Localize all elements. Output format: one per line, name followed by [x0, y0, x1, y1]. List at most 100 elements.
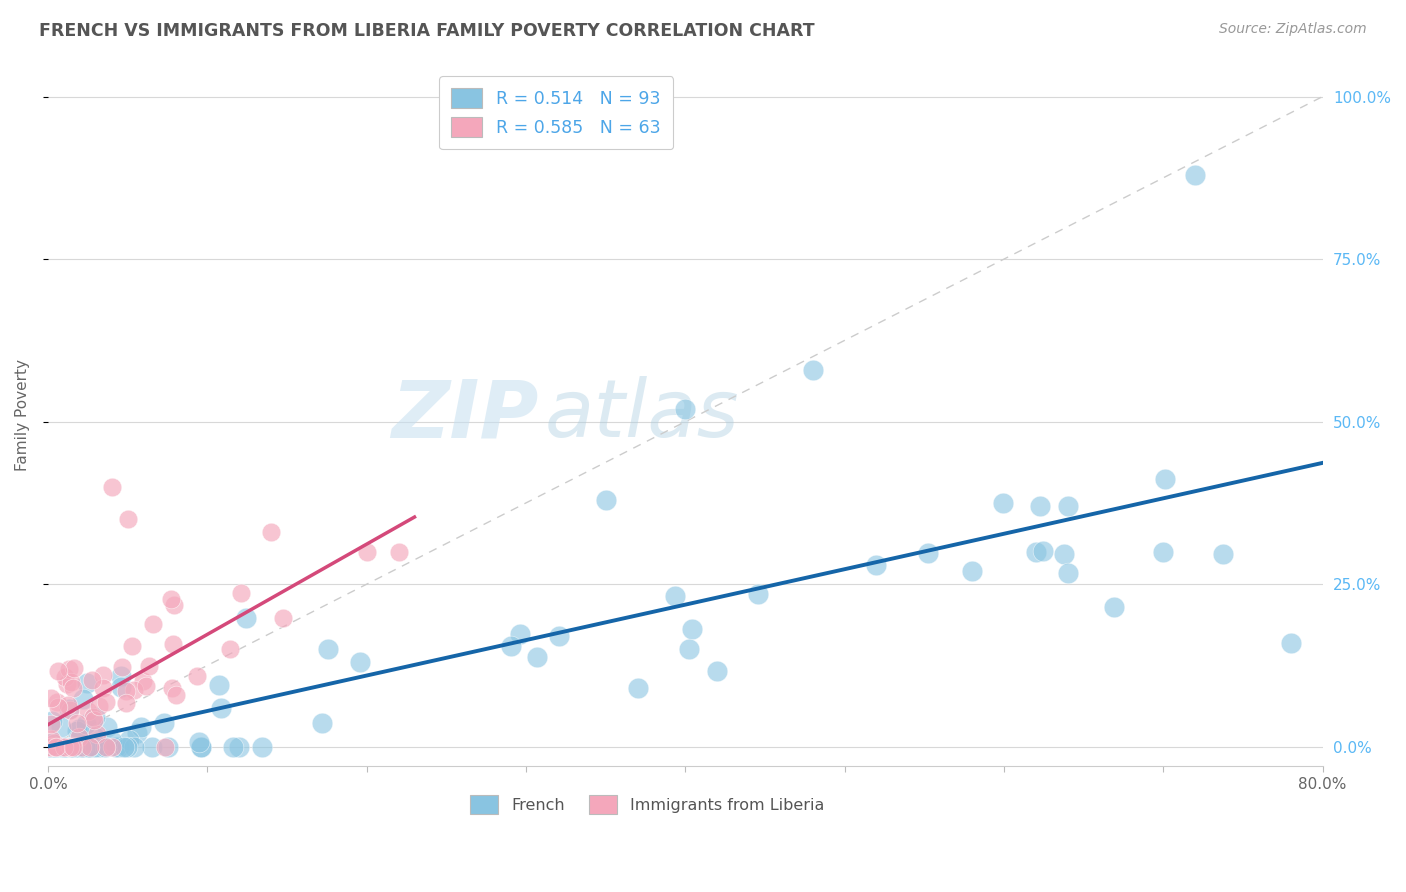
Point	[66, 739, 89, 754]
Point	[58, 663, 80, 677]
Point	[1154, 472, 1177, 486]
Point	[94, 739, 117, 754]
Point	[93, 668, 115, 682]
Point	[122, 682, 145, 697]
Point	[77, 704, 100, 718]
Point	[1279, 636, 1302, 650]
Point	[63, 661, 86, 675]
Point	[186, 669, 208, 683]
Point	[917, 546, 939, 560]
Point	[66, 723, 89, 738]
Legend: French, Immigrants from Liberia: French, Immigrants from Liberia	[458, 784, 835, 825]
Point	[44, 739, 66, 754]
Point	[59, 702, 82, 716]
Point	[115, 684, 138, 698]
Point	[960, 564, 983, 578]
Point	[39, 732, 62, 747]
Point	[53, 739, 76, 754]
Point	[79, 739, 101, 754]
Point	[681, 623, 703, 637]
Point	[122, 739, 145, 754]
Point	[678, 642, 700, 657]
Point	[56, 698, 79, 713]
Point	[159, 591, 181, 606]
Point	[115, 696, 138, 710]
Point	[65, 739, 87, 754]
Point	[1152, 544, 1174, 558]
Point	[72, 739, 94, 754]
Point	[673, 401, 696, 416]
Point	[135, 679, 157, 693]
Point	[46, 739, 69, 754]
Point	[77, 739, 100, 754]
Point	[84, 731, 107, 745]
Point	[117, 512, 139, 526]
Point	[207, 678, 229, 692]
Point	[110, 669, 132, 683]
Point	[664, 589, 686, 603]
Point	[153, 739, 176, 754]
Point	[62, 681, 84, 695]
Point	[131, 720, 153, 734]
Point	[190, 739, 212, 754]
Point	[162, 681, 184, 695]
Point	[1028, 499, 1050, 513]
Point	[260, 525, 283, 540]
Point	[76, 717, 98, 731]
Point	[41, 714, 63, 729]
Point	[45, 695, 67, 709]
Point	[118, 732, 141, 747]
Point	[157, 739, 180, 754]
Text: Source: ZipAtlas.com: Source: ZipAtlas.com	[1219, 22, 1367, 37]
Point	[209, 701, 232, 715]
Point	[62, 739, 84, 754]
Point	[121, 640, 143, 654]
Point	[112, 739, 135, 754]
Point	[70, 739, 93, 754]
Point	[271, 610, 294, 624]
Point	[747, 587, 769, 601]
Point	[53, 670, 76, 684]
Point	[79, 739, 101, 754]
Point	[80, 739, 103, 754]
Point	[52, 739, 75, 754]
Point	[229, 586, 252, 600]
Point	[94, 695, 117, 709]
Point	[83, 714, 105, 728]
Point	[706, 665, 728, 679]
Point	[138, 658, 160, 673]
Point	[56, 677, 79, 691]
Point	[547, 629, 569, 643]
Text: atlas: atlas	[546, 376, 740, 454]
Point	[87, 699, 110, 714]
Point	[45, 739, 67, 754]
Point	[53, 739, 76, 754]
Point	[70, 739, 93, 754]
Point	[110, 659, 132, 673]
Point	[52, 739, 75, 754]
Point	[59, 739, 82, 754]
Point	[46, 699, 69, 714]
Point	[107, 739, 129, 754]
Point	[38, 739, 60, 754]
Point	[115, 739, 138, 754]
Point	[46, 664, 69, 678]
Point	[1032, 544, 1054, 558]
Point	[66, 716, 89, 731]
Point	[218, 641, 240, 656]
Text: ZIP: ZIP	[391, 376, 538, 454]
Point	[82, 710, 104, 724]
Point	[132, 674, 155, 689]
Point	[96, 720, 118, 734]
Point	[41, 739, 63, 754]
Point	[801, 362, 824, 376]
Point	[1102, 600, 1125, 615]
Point	[627, 681, 650, 695]
Point	[991, 496, 1014, 510]
Point	[58, 702, 80, 716]
Point	[91, 681, 114, 696]
Point	[163, 598, 186, 612]
Point	[311, 715, 333, 730]
Point	[80, 673, 103, 687]
Point	[60, 739, 83, 754]
